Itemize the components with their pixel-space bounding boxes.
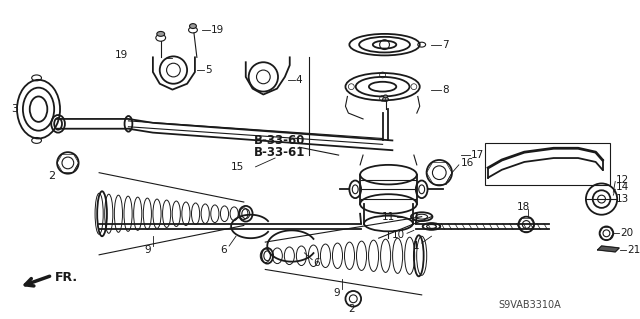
Text: 9: 9 [145,245,151,255]
Text: 17: 17 [470,150,484,160]
Text: 13: 13 [616,194,630,204]
Ellipse shape [157,32,164,36]
Ellipse shape [189,24,196,28]
Text: 9: 9 [333,288,340,298]
Text: 2: 2 [348,304,355,314]
Text: 6: 6 [313,258,320,268]
Text: 18: 18 [516,202,530,212]
Text: B-33-60: B-33-60 [253,134,305,147]
Text: 20: 20 [620,228,633,238]
Text: 15: 15 [230,162,244,172]
Text: S9VAB3310A: S9VAB3310A [498,300,561,310]
Text: 5: 5 [205,65,211,75]
Text: 14: 14 [616,182,630,192]
Polygon shape [598,246,619,252]
Text: FR.: FR. [55,271,78,284]
Text: 1: 1 [413,241,420,251]
Text: 8: 8 [442,85,449,95]
Text: B-33-61: B-33-61 [253,146,305,159]
Text: 19: 19 [115,50,129,60]
Ellipse shape [383,95,387,98]
Bar [485,143,611,185]
Text: 19: 19 [211,25,224,35]
Text: 16: 16 [461,158,474,168]
Text: 3: 3 [11,104,18,114]
Text: 10: 10 [392,230,405,240]
Text: 11: 11 [382,212,396,222]
Text: 7: 7 [442,40,449,50]
Text: 6: 6 [221,245,227,255]
Text: 21: 21 [627,245,640,255]
Text: 12: 12 [616,174,630,184]
Text: 2: 2 [48,171,56,181]
Text: 4: 4 [296,75,302,85]
